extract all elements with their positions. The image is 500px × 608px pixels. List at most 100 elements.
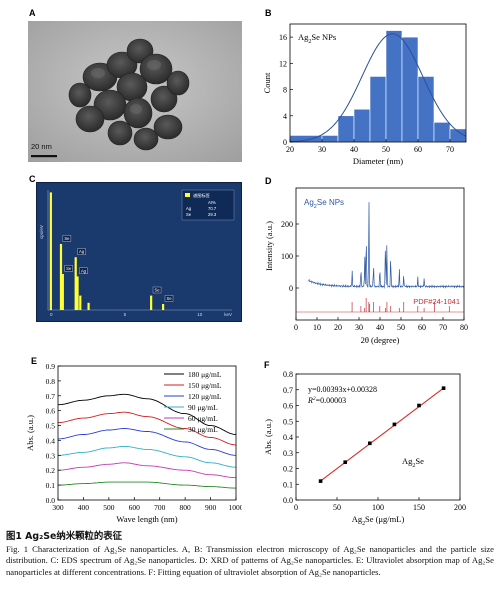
fit-line — [320, 387, 444, 482]
y-axis-label: Abs. (a.u.) — [263, 419, 273, 455]
y-tick-label: 0 — [283, 138, 287, 147]
eds-legend-value: 29.3 — [208, 212, 217, 217]
eds-peak-tag — [77, 248, 86, 255]
y-tick-label: 0.1 — [283, 480, 293, 489]
panel-label-d: D — [265, 176, 272, 186]
x-tick-label: 0 — [294, 323, 298, 332]
legend-label: 30 μg/mL — [188, 425, 218, 434]
x-tick-label: 60 — [418, 323, 426, 332]
histogram-bar — [385, 30, 403, 143]
x-tick-label: 40 — [376, 323, 384, 332]
y-tick-label: 16 — [279, 33, 287, 42]
legend-label: 120 μg/mL — [188, 392, 222, 401]
eds-tick-label: 0 — [50, 312, 53, 317]
y-tick-label: 12 — [279, 59, 287, 68]
y-tick-label: 0.0 — [46, 496, 56, 505]
y-tick-label: 0.4 — [46, 436, 56, 445]
xrd-pattern-line — [308, 202, 465, 289]
x-tick-label: 40 — [350, 145, 358, 154]
eds-legend-element: Se — [186, 212, 192, 217]
x-tick-label: 900 — [205, 503, 217, 512]
scale-bar — [31, 155, 57, 158]
data-point — [441, 386, 446, 390]
caption-english: Fig. 1 Characterization of Ag₂Se nanopar… — [6, 543, 494, 577]
eds-peak — [59, 244, 63, 310]
eds-peak-tag — [152, 286, 162, 294]
absorption-series-line — [58, 462, 237, 479]
x-tick-label: 700 — [154, 503, 166, 512]
y-tick-label: 8 — [283, 86, 287, 95]
linear-fit-chart: 0 50 100 150 200 0.0 0.1 0.2 0.3 0.4 0.5 0.6 0.7 0.8 A… — [263, 370, 466, 527]
data-point — [417, 403, 421, 408]
eds-peak — [49, 192, 52, 310]
y-tick-label: 0.5 — [46, 422, 56, 431]
inset-label: Ag2Se — [402, 456, 424, 469]
y-tick-label: 0.7 — [46, 392, 56, 401]
x-tick-label: 30 — [318, 145, 326, 154]
x-tick-label: 400 — [78, 503, 90, 512]
x-tick-label: 50 — [382, 145, 390, 154]
eds-legend-title: 谱图标签 — [193, 192, 211, 199]
absorption-series-line — [58, 481, 236, 489]
y-tick-label: 0.9 — [46, 362, 56, 371]
eds-legend-swatch — [185, 193, 190, 197]
reference-label: PDF#24-1041 — [413, 297, 460, 306]
x-tick-label: 10 — [313, 323, 321, 332]
x-axis-label: 2θ (degree) — [361, 335, 400, 345]
data-point — [368, 441, 372, 446]
histogram-bar — [337, 115, 355, 143]
panel-label-a: A — [29, 8, 36, 18]
figure-caption: 图1 Ag₂Se纳米颗粒的表征 Fig. 1 Characterization … — [6, 531, 494, 578]
eds-legend-element: Ag — [186, 206, 192, 211]
x-tick-label: 150 — [413, 503, 425, 512]
gaussian-fit-line — [290, 33, 467, 143]
y-tick-label: 0.1 — [46, 481, 56, 490]
x-tick-label: 100 — [372, 503, 384, 512]
y-tick-label: 0.3 — [283, 449, 293, 458]
chart-title: Ag2Se NPs — [298, 32, 336, 45]
absorption-series-line — [58, 393, 237, 435]
y-tick-label: 0.5 — [283, 417, 293, 426]
eds-y-label: cps/eV — [39, 225, 44, 239]
panel-label-f: F — [264, 360, 270, 370]
eds-peak-tag — [79, 267, 88, 275]
y-tick-label: 0.2 — [283, 465, 293, 474]
x-tick-label: 30 — [355, 323, 363, 332]
y-tick-label: 0.8 — [283, 370, 293, 379]
x-tick-label: 50 — [333, 503, 341, 512]
x-tick-label: 600 — [129, 503, 141, 512]
histogram-bar — [401, 36, 419, 143]
xrd-chart: 0 10 20 30 40 50 60 70 80 0 100 200 2θ (degree) Inten… — [264, 187, 468, 345]
eds-legend-value: 70.7 — [208, 206, 217, 211]
x-tick-label: 300 — [52, 503, 64, 512]
y-tick-label: 100 — [281, 252, 293, 261]
x-tick-label: 20 — [334, 323, 342, 332]
panel-label-b: B — [265, 8, 272, 18]
y-tick-label: 0.7 — [283, 386, 293, 395]
histogram-bar — [417, 76, 435, 143]
legend-label: 150 μg/mL — [188, 381, 222, 390]
x-tick-label: 0 — [294, 503, 298, 512]
eds-peak — [87, 302, 90, 310]
x-axis-label: Ag2Se (μg/mL) — [352, 514, 405, 527]
panel-label-e: E — [31, 356, 38, 366]
eds-peak — [74, 257, 77, 310]
plot-frame — [289, 23, 467, 143]
eds-tick-label: 5 — [124, 312, 127, 317]
y-tick-label: 0.4 — [283, 433, 293, 442]
legend-label: 90 μg/mL — [188, 403, 218, 412]
eds-peak-tag — [62, 235, 72, 242]
histogram-bar — [369, 76, 387, 143]
eds-peak — [79, 295, 82, 310]
x-tick-label: 20 — [286, 145, 294, 154]
x-tick-label: 70 — [446, 145, 454, 154]
y-tick-label: 200 — [281, 220, 293, 229]
eds-legend-header: At% — [208, 200, 216, 205]
data-point — [343, 460, 347, 464]
eds-peak-label: Se — [66, 266, 72, 271]
y-axis-label: Intensity (a.u.) — [264, 221, 274, 271]
y-tick-label: 0.0 — [283, 496, 293, 505]
x-tick-label: 800 — [180, 503, 192, 512]
eds-unit-label: keV — [224, 312, 232, 317]
